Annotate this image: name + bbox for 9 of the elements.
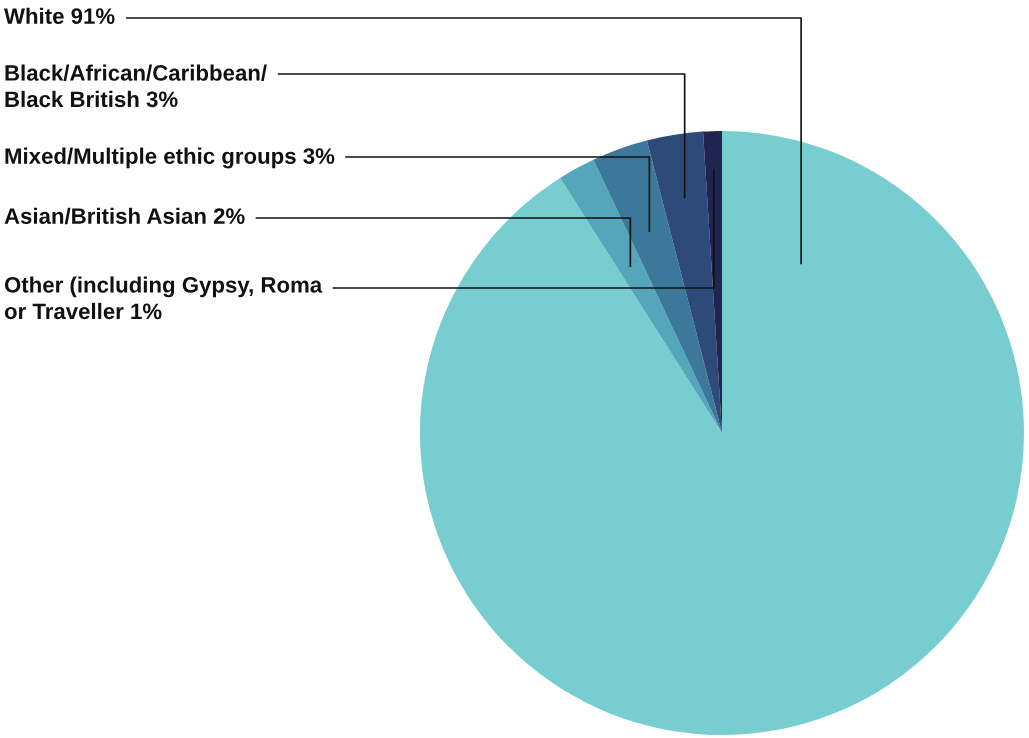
slice-label: White 91% (4, 7, 115, 24)
slice-label: Black/African/Caribbean/ Black British 3% (5, 64, 267, 108)
pie-slice (646, 131, 722, 433)
slice-label: Mixed/Multiple ethic groups 3% (5, 147, 335, 169)
pie-slice (420, 131, 1024, 735)
slice-label: Other (including Gypsy, Roma or Traveller 1% (4, 276, 323, 320)
slice-label: Asian/British Asian 2% (4, 207, 245, 225)
pie-slice (560, 159, 722, 433)
pie-slice (593, 140, 722, 433)
